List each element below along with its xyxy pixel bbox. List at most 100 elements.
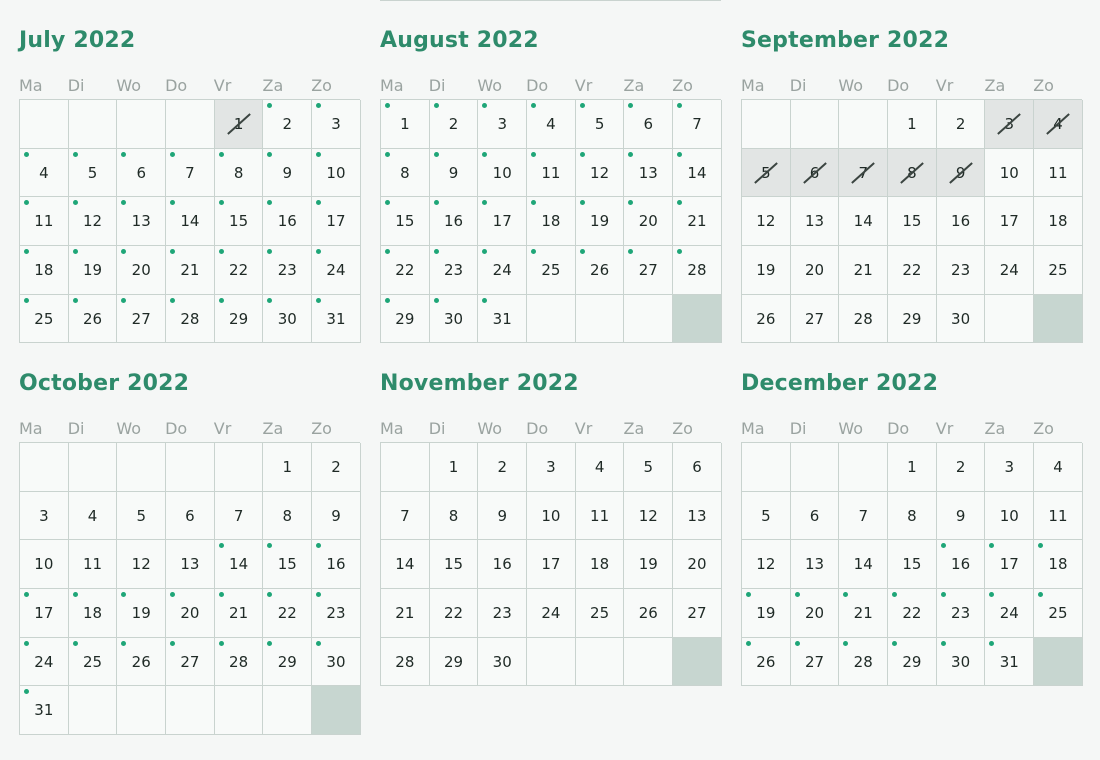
day-cell[interactable]: 30 xyxy=(936,294,986,344)
day-cell-available[interactable]: 24 xyxy=(478,246,528,295)
day-cell-available[interactable]: 8 xyxy=(381,148,430,198)
day-cell-available[interactable]: 21 xyxy=(214,589,264,638)
day-cell-available[interactable]: 26 xyxy=(575,246,625,295)
day-cell-available[interactable]: 1 xyxy=(381,100,430,149)
day-cell-available[interactable]: 30 xyxy=(263,294,313,344)
day-cell-available[interactable]: 5 xyxy=(575,100,625,149)
day-cell-available[interactable]: 26 xyxy=(742,637,791,687)
day-cell-available[interactable]: 21 xyxy=(839,589,889,638)
day-cell[interactable]: 4 xyxy=(575,443,625,492)
day-cell[interactable]: 30 xyxy=(478,637,528,687)
day-cell-available[interactable]: 15 xyxy=(381,197,430,247)
day-cell-available[interactable]: 29 xyxy=(263,637,313,687)
day-cell[interactable]: 2 xyxy=(312,443,361,492)
day-cell[interactable]: 28 xyxy=(381,637,430,687)
day-cell-available[interactable]: 2 xyxy=(263,100,313,149)
day-cell-unavailable[interactable]: 9 xyxy=(936,148,986,198)
day-cell[interactable]: 3 xyxy=(20,491,69,541)
day-cell-available[interactable]: 16 xyxy=(936,540,986,590)
day-cell-available[interactable]: 18 xyxy=(20,246,69,295)
day-cell[interactable]: 9 xyxy=(312,491,361,541)
day-cell-available[interactable]: 24 xyxy=(20,637,69,687)
day-cell-available[interactable]: 6 xyxy=(117,148,167,198)
day-cell-available[interactable]: 23 xyxy=(936,589,986,638)
day-cell[interactable]: 11 xyxy=(575,491,625,541)
day-cell-available[interactable]: 21 xyxy=(673,197,722,247)
day-cell[interactable]: 8 xyxy=(888,491,937,541)
day-cell[interactable]: 27 xyxy=(673,589,722,638)
day-cell-available[interactable]: 20 xyxy=(790,589,840,638)
day-cell-available[interactable]: 25 xyxy=(68,637,118,687)
day-cell[interactable]: 1 xyxy=(429,443,479,492)
day-cell-available[interactable]: 20 xyxy=(624,197,674,247)
day-cell-available[interactable]: 27 xyxy=(624,246,674,295)
day-cell-available[interactable]: 13 xyxy=(624,148,674,198)
day-cell[interactable]: 6 xyxy=(166,491,215,541)
day-cell-unavailable[interactable]: 5 xyxy=(742,148,791,198)
day-cell-available[interactable]: 24 xyxy=(985,589,1035,638)
day-cell[interactable]: 19 xyxy=(742,246,791,295)
day-cell[interactable]: 27 xyxy=(790,294,840,344)
day-cell-available[interactable]: 21 xyxy=(166,246,215,295)
day-cell[interactable]: 13 xyxy=(790,540,840,590)
day-cell[interactable]: 4 xyxy=(1034,443,1083,492)
day-cell-available[interactable]: 3 xyxy=(312,100,361,149)
day-cell[interactable]: 18 xyxy=(1034,197,1083,247)
day-cell[interactable]: 15 xyxy=(888,540,937,590)
day-cell[interactable]: 11 xyxy=(68,540,118,590)
day-cell[interactable]: 25 xyxy=(1034,246,1083,295)
day-cell-available[interactable]: 18 xyxy=(527,197,576,247)
day-cell-available[interactable]: 10 xyxy=(478,148,528,198)
day-cell[interactable]: 29 xyxy=(429,637,479,687)
day-cell-available[interactable]: 16 xyxy=(429,197,479,247)
day-cell-available[interactable]: 17 xyxy=(20,589,69,638)
day-cell-available[interactable]: 4 xyxy=(527,100,576,149)
day-cell-unavailable[interactable]: 1 xyxy=(214,100,264,149)
day-cell[interactable]: 5 xyxy=(742,491,791,541)
day-cell-available[interactable]: 31 xyxy=(985,637,1035,687)
day-cell-available[interactable]: 31 xyxy=(20,686,69,736)
day-cell-available[interactable]: 19 xyxy=(68,246,118,295)
day-cell[interactable]: 28 xyxy=(839,294,889,344)
day-cell-available[interactable]: 29 xyxy=(381,294,430,344)
day-cell[interactable]: 11 xyxy=(1034,148,1083,198)
day-cell-unavailable[interactable]: 4 xyxy=(1034,100,1083,149)
day-cell[interactable]: 2 xyxy=(936,100,986,149)
day-cell-available[interactable]: 11 xyxy=(527,148,576,198)
day-cell[interactable]: 18 xyxy=(575,540,625,590)
day-cell-available[interactable]: 12 xyxy=(575,148,625,198)
day-cell-available[interactable]: 29 xyxy=(888,637,937,687)
day-cell-available[interactable]: 9 xyxy=(263,148,313,198)
day-cell-available[interactable]: 19 xyxy=(742,589,791,638)
day-cell[interactable]: 12 xyxy=(624,491,674,541)
day-cell-available[interactable]: 23 xyxy=(429,246,479,295)
day-cell-available[interactable]: 28 xyxy=(214,637,264,687)
day-cell[interactable]: 16 xyxy=(936,197,986,247)
day-cell[interactable]: 19 xyxy=(624,540,674,590)
day-cell-available[interactable]: 2 xyxy=(429,100,479,149)
day-cell[interactable]: 24 xyxy=(985,246,1035,295)
day-cell-available[interactable]: 22 xyxy=(263,589,313,638)
day-cell[interactable]: 10 xyxy=(985,148,1035,198)
day-cell[interactable]: 3 xyxy=(527,443,576,492)
day-cell[interactable]: 2 xyxy=(936,443,986,492)
day-cell[interactable]: 26 xyxy=(624,589,674,638)
day-cell[interactable]: 12 xyxy=(117,540,167,590)
day-cell[interactable]: 10 xyxy=(527,491,576,541)
day-cell-available[interactable]: 26 xyxy=(117,637,167,687)
day-cell[interactable]: 21 xyxy=(839,246,889,295)
day-cell-unavailable[interactable]: 7 xyxy=(839,148,889,198)
day-cell-available[interactable]: 3 xyxy=(478,100,528,149)
day-cell-available[interactable]: 8 xyxy=(214,148,264,198)
day-cell-available[interactable]: 15 xyxy=(263,540,313,590)
day-cell[interactable]: 4 xyxy=(68,491,118,541)
day-cell-available[interactable]: 17 xyxy=(985,540,1035,590)
day-cell[interactable]: 2 xyxy=(478,443,528,492)
day-cell-available[interactable]: 31 xyxy=(478,294,528,344)
day-cell-available[interactable]: 30 xyxy=(312,637,361,687)
day-cell[interactable]: 29 xyxy=(888,294,937,344)
day-cell-available[interactable]: 28 xyxy=(839,637,889,687)
day-cell[interactable]: 6 xyxy=(790,491,840,541)
day-cell-available[interactable]: 25 xyxy=(20,294,69,344)
day-cell-available[interactable]: 22 xyxy=(381,246,430,295)
